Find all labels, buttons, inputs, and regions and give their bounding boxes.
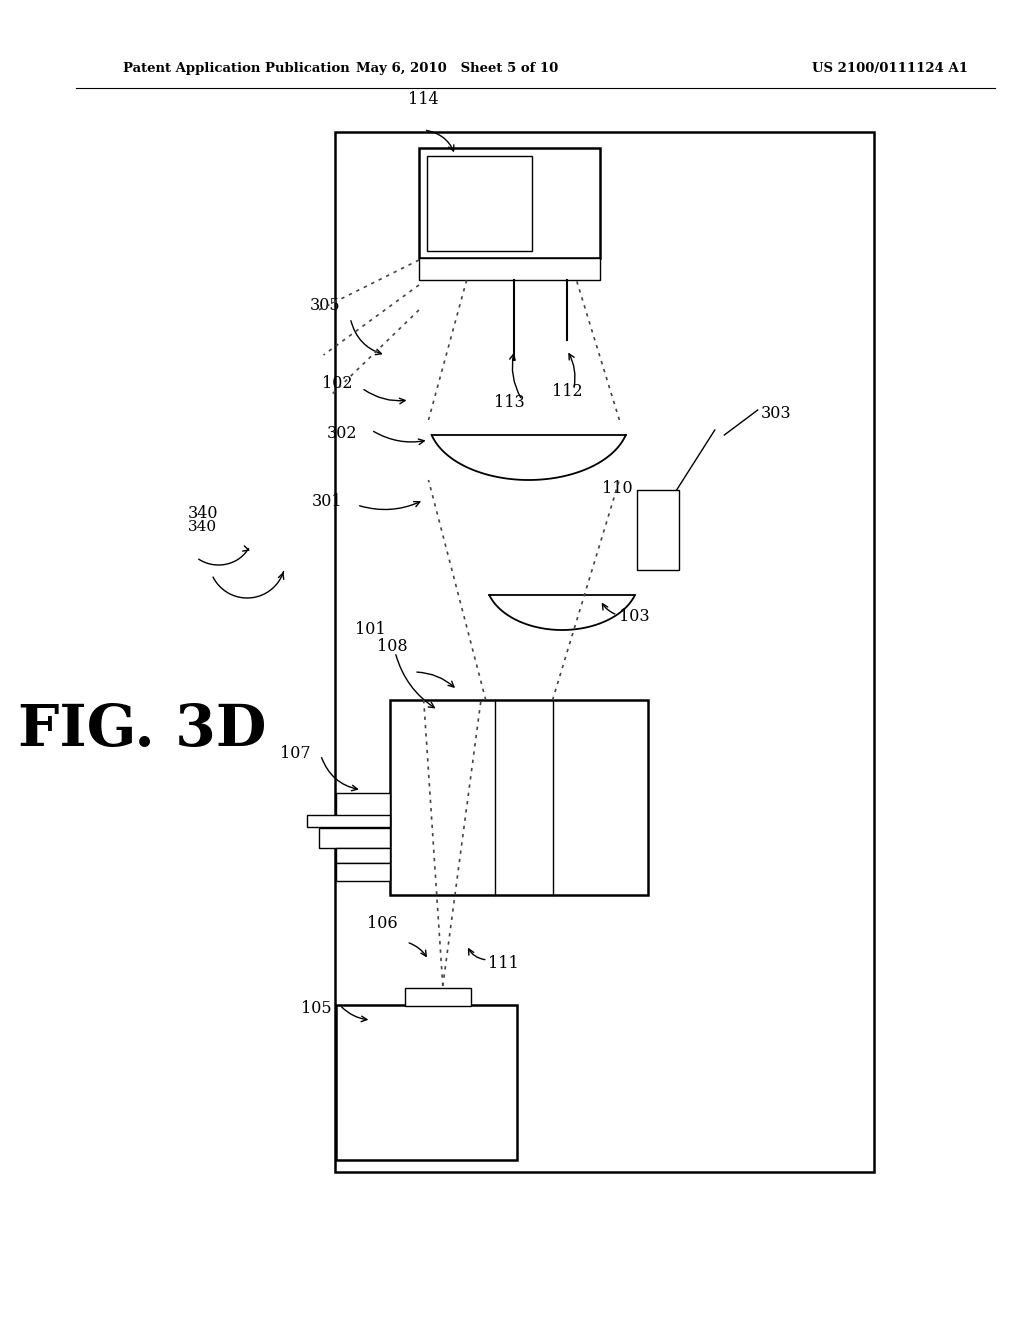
Text: 303: 303 bbox=[761, 405, 792, 422]
Text: 114: 114 bbox=[409, 91, 439, 108]
Bar bbox=[390, 700, 648, 895]
Bar bbox=[404, 987, 471, 1006]
Bar bbox=[419, 257, 600, 280]
Text: 103: 103 bbox=[620, 609, 650, 624]
Bar bbox=[336, 793, 390, 828]
Text: 107: 107 bbox=[280, 744, 310, 762]
Bar bbox=[427, 156, 531, 251]
Text: May 6, 2010   Sheet 5 of 10: May 6, 2010 Sheet 5 of 10 bbox=[356, 62, 558, 75]
Bar bbox=[336, 847, 390, 863]
Text: 108: 108 bbox=[377, 638, 408, 655]
Bar bbox=[335, 132, 874, 1172]
Text: 301: 301 bbox=[312, 492, 343, 510]
Text: 106: 106 bbox=[368, 915, 398, 932]
Bar bbox=[307, 814, 390, 828]
Text: 112: 112 bbox=[552, 383, 583, 400]
Bar bbox=[336, 1005, 517, 1160]
Text: 105: 105 bbox=[300, 1001, 331, 1016]
Text: 305: 305 bbox=[310, 297, 341, 314]
Bar bbox=[318, 828, 390, 847]
Text: 110: 110 bbox=[602, 480, 633, 498]
Text: 302: 302 bbox=[327, 425, 357, 442]
Text: 111: 111 bbox=[487, 954, 518, 972]
Bar bbox=[336, 863, 390, 880]
Text: Patent Application Publication: Patent Application Publication bbox=[123, 62, 350, 75]
Text: 101: 101 bbox=[355, 620, 386, 638]
Bar bbox=[419, 148, 600, 257]
Text: 113: 113 bbox=[495, 393, 525, 411]
Bar bbox=[637, 490, 680, 570]
Text: 340: 340 bbox=[188, 520, 217, 535]
Text: US 2100/0111124 A1: US 2100/0111124 A1 bbox=[812, 62, 968, 75]
Text: FIG. 3D: FIG. 3D bbox=[18, 702, 266, 758]
Text: 340: 340 bbox=[188, 506, 218, 521]
Text: 102: 102 bbox=[322, 375, 352, 392]
